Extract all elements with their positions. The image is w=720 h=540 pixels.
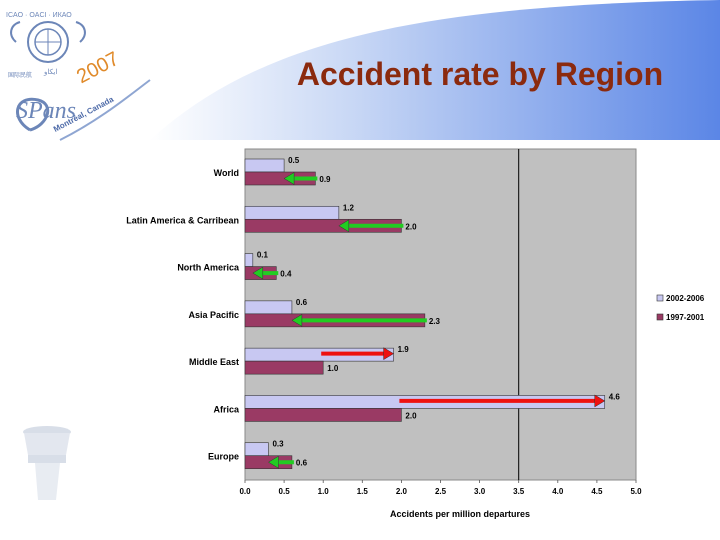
trend-arrow-head <box>283 172 295 185</box>
data-label: 0.1 <box>257 251 269 260</box>
category-label: Europe <box>208 452 239 462</box>
trend-arrow-head <box>267 455 279 469</box>
x-tick-label: 1.5 <box>357 487 369 496</box>
x-tick-label: 0.0 <box>239 487 251 496</box>
trend-arrow-decrease <box>291 313 427 327</box>
x-tick-label: 4.0 <box>552 487 564 496</box>
bar-2002-2006 <box>244 253 254 267</box>
legend-swatch <box>656 313 664 321</box>
x-tick-label: 3.0 <box>474 487 486 496</box>
data-label: 0.9 <box>319 175 331 184</box>
trend-arrow-decrease <box>283 172 318 185</box>
x-axis-label: Accidents per million departures <box>390 509 530 519</box>
data-label: 0.6 <box>296 459 308 468</box>
category-label: North America <box>177 263 240 273</box>
x-tick-label: 5.0 <box>630 487 642 496</box>
trend-arrow-decrease <box>267 455 294 469</box>
data-label: 0.4 <box>280 270 292 279</box>
trend-arrow-head <box>338 219 350 233</box>
category-label: Africa <box>213 404 240 414</box>
x-tick-label: 4.5 <box>591 487 603 496</box>
trend-arrow-increase <box>399 394 606 408</box>
bar-1997-2001 <box>244 360 324 375</box>
trend-arrow-increase <box>321 347 395 361</box>
legend-swatch <box>656 294 664 302</box>
legend-label: 2002-2006 <box>666 294 705 303</box>
trend-arrow-head <box>291 313 303 327</box>
data-label: 0.6 <box>296 298 308 307</box>
header-swoosh <box>150 0 720 140</box>
data-label: 2.0 <box>405 411 417 420</box>
accident-rate-chart: World 0.5 0.9 Latin America & Carribean 1.2 2… <box>100 140 716 532</box>
trend-arrow-head <box>383 347 395 361</box>
data-label: 4.6 <box>609 392 621 401</box>
icao-emblem-icon <box>10 21 86 63</box>
legend-label: 1997-2001 <box>666 313 705 322</box>
data-label: 2.0 <box>405 222 417 231</box>
data-label: 1.0 <box>327 364 339 373</box>
bar-2002-2006 <box>244 158 285 173</box>
bar-2002-2006 <box>244 205 340 220</box>
bar-2002-2006 <box>244 442 269 457</box>
x-tick-label: 0.5 <box>279 487 291 496</box>
data-label: 2.3 <box>429 317 441 326</box>
category-label: World <box>214 168 239 178</box>
trend-arrow-head <box>252 266 264 280</box>
spans-logo-icon <box>16 79 151 141</box>
x-tick-label: 1.0 <box>318 487 330 496</box>
bar-2002-2006 <box>244 300 293 315</box>
data-label: 1.2 <box>343 203 355 212</box>
category-label: Middle East <box>189 357 239 367</box>
slide-title: Accident rate by Region <box>296 56 664 92</box>
icao-org-text: ICAO · OACI · ИКАО <box>6 12 72 19</box>
trend-arrow-decrease <box>338 219 404 233</box>
trend-arrow-head <box>594 394 606 408</box>
data-label: 0.5 <box>288 156 300 165</box>
icao-arabic-text: ایکاو <box>44 69 58 76</box>
control-tower-icon <box>23 426 71 500</box>
data-label: 1.9 <box>398 345 410 354</box>
x-tick-label: 3.5 <box>513 487 525 496</box>
x-tick-label: 2.0 <box>396 487 408 496</box>
spans-brand-text: SPans <box>16 98 76 124</box>
trend-arrow-decrease <box>252 266 279 280</box>
category-label: Asia Pacific <box>188 310 239 320</box>
icao-chinese-text: 国际民航 <box>8 73 33 79</box>
bar-1997-2001 <box>244 408 402 422</box>
x-tick-label: 2.5 <box>435 487 447 496</box>
data-label: 0.3 <box>272 440 284 449</box>
category-label: Latin America & Carribean <box>126 215 239 225</box>
